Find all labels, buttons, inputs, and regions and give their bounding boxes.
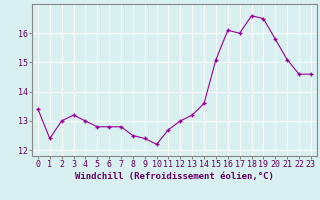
X-axis label: Windchill (Refroidissement éolien,°C): Windchill (Refroidissement éolien,°C) <box>75 172 274 181</box>
